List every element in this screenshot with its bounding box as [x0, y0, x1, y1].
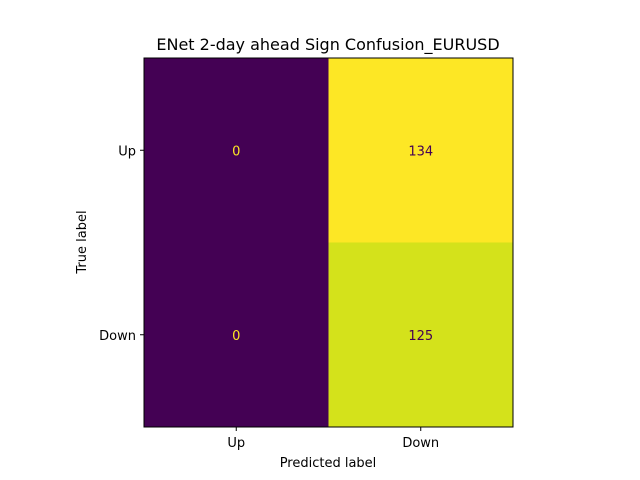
heatmap-cell [144, 242, 329, 427]
x-axis-ticks: Up Down [227, 427, 439, 451]
chart-title: ENet 2-day ahead Sign Confusion_EURUSD [156, 35, 499, 55]
y-tick-label: Down [99, 329, 136, 344]
y-axis-ticks: Up Down [99, 144, 144, 344]
cell-value-label: 125 [408, 329, 433, 344]
y-tick-label: Up [118, 144, 136, 159]
heatmap-cell [328, 58, 513, 243]
y-axis-label: True label [75, 210, 90, 274]
heatmap-cell [328, 242, 513, 427]
x-tick-label: Down [402, 436, 439, 451]
cell-value-labels: 0 134 0 125 [232, 144, 433, 344]
x-tick-label: Up [227, 436, 245, 451]
cell-value-label: 0 [232, 144, 240, 159]
x-axis-label: Predicted label [280, 456, 377, 471]
cell-value-label: 134 [408, 144, 433, 159]
cell-value-label: 0 [232, 329, 240, 344]
plot-frame [143, 57, 514, 428]
heatmap-cell [144, 58, 329, 243]
heatmap-cells [144, 58, 513, 427]
